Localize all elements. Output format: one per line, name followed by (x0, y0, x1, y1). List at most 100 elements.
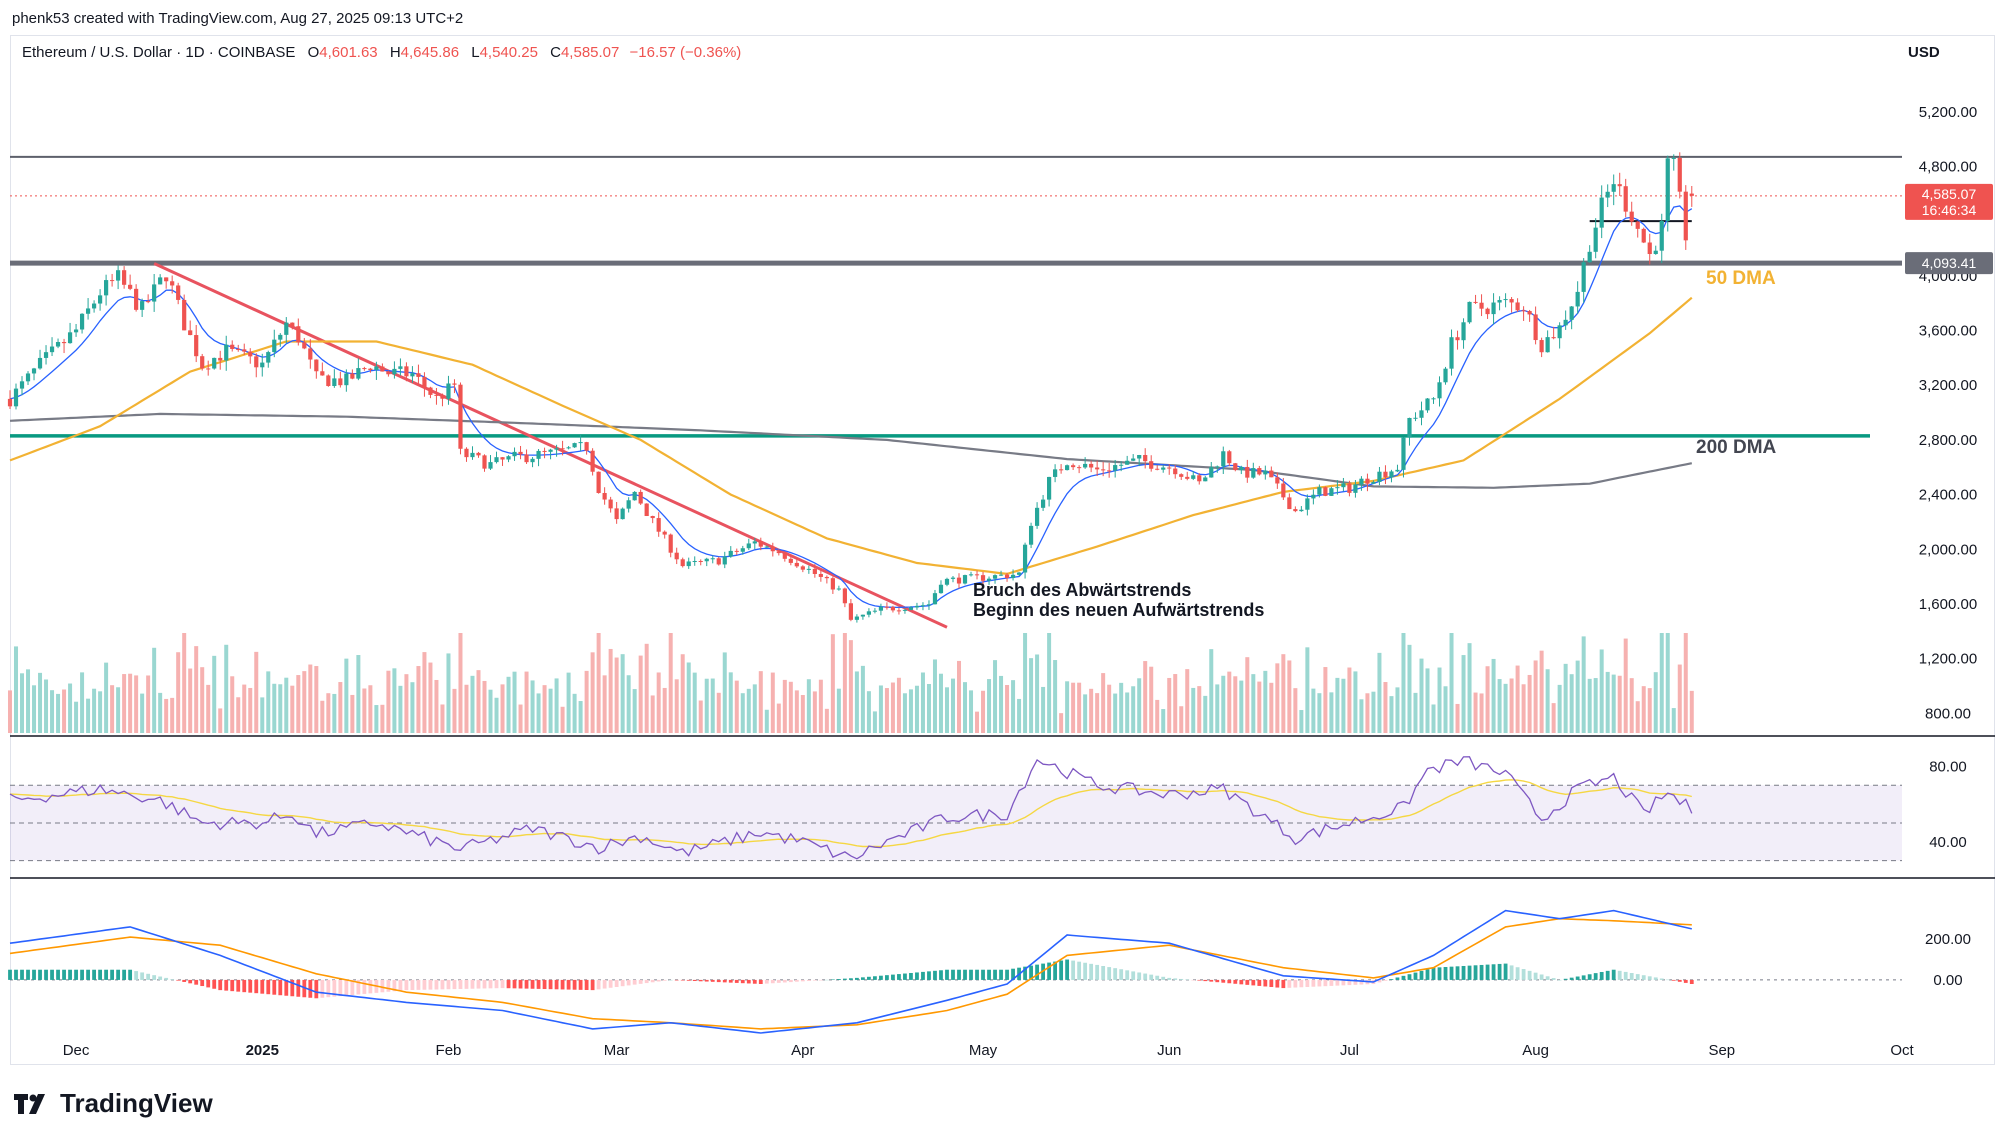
volume-bar (374, 705, 379, 733)
macd-histogram-bar (38, 969, 42, 980)
macd-histogram-bar (104, 969, 109, 980)
volume-bar (716, 692, 721, 733)
volume-bar (56, 693, 61, 733)
level-tag-value: 4,093.41 (1922, 255, 1977, 271)
macd-histogram-bar (945, 969, 949, 980)
macd-histogram-bar (1647, 976, 1652, 980)
candle-body (650, 516, 655, 519)
volume-bar (170, 697, 175, 733)
volume-bar (1101, 673, 1106, 733)
levels-layer (10, 155, 1902, 629)
macd-histogram-bar (1275, 979, 1280, 988)
candle-body (43, 352, 49, 358)
candle-body (980, 575, 986, 581)
macd-histogram-bar (1065, 959, 1070, 980)
macd-histogram-bar (1377, 979, 1382, 983)
price-tick-label: 3,600.00 (1919, 323, 1977, 340)
macd-histogram-bar (1575, 976, 1580, 980)
macd-histogram-bar (122, 969, 127, 980)
macd-histogram-bar (981, 969, 985, 980)
candle-body (1557, 325, 1562, 339)
volume-bar (1365, 693, 1370, 733)
volume-bar (494, 697, 499, 733)
volume-bar (1275, 663, 1280, 733)
volume-bar (1269, 682, 1274, 733)
candle-body (1149, 461, 1154, 469)
volume-bar (1137, 678, 1142, 733)
volume-bar (752, 684, 757, 733)
macd-histogram-bar (92, 969, 96, 980)
macd-histogram-bar (458, 979, 463, 989)
volume-bar (98, 691, 103, 733)
volume-bar (842, 633, 847, 733)
candle-body (1101, 469, 1106, 471)
volume-bar (1653, 672, 1658, 733)
macd-histogram-bar (182, 979, 187, 982)
low-label: L (471, 44, 480, 61)
volume-bar (728, 672, 733, 733)
currency-selector[interactable]: USD (1908, 44, 1940, 61)
candle-body (740, 548, 745, 552)
macd-histogram-bar (1131, 971, 1136, 980)
volume-bar (1005, 685, 1010, 733)
candle-body (272, 339, 277, 353)
macd-histogram-bar (500, 979, 505, 989)
candle-body (410, 373, 415, 377)
volume-bar (1569, 674, 1574, 733)
candle-body (1353, 484, 1358, 493)
macd-histogram-bar (8, 969, 12, 980)
candle-body (434, 394, 439, 396)
candle-body (716, 558, 721, 565)
volume-bar (488, 689, 493, 733)
candle-body (866, 611, 872, 615)
candle-body (614, 508, 619, 520)
time-tick-label: Dec (63, 1042, 90, 1059)
volume-bar (1179, 706, 1184, 733)
candle-body (1233, 463, 1238, 471)
volume-bar (860, 665, 865, 733)
candle-body (1425, 398, 1430, 411)
candle-body (79, 313, 85, 330)
volume-bar (218, 708, 223, 733)
candle-body (1503, 299, 1508, 301)
macd-histogram-bar (1191, 979, 1196, 981)
macd-histogram-bar (1155, 975, 1160, 980)
volume-bar (866, 691, 871, 733)
volume-bar (224, 644, 229, 733)
candle-body (392, 368, 397, 375)
candle-body (1197, 475, 1202, 482)
volume-bar (542, 685, 547, 733)
candle-body (518, 451, 523, 455)
macd-histogram-bar (356, 979, 361, 995)
candle-body (236, 348, 241, 350)
volume-bar (1287, 660, 1292, 733)
volume-bar (668, 633, 673, 733)
volume-bar (512, 671, 517, 733)
volume-bar (1665, 633, 1670, 733)
volume-bar (1425, 668, 1430, 733)
macd-histogram-bar (410, 979, 415, 990)
macd-tick-label: 200.00 (1925, 931, 1971, 948)
author-line: phenk53 created with TradingView.com, Au… (12, 10, 464, 27)
candle-body (878, 606, 884, 611)
candle-body (260, 362, 265, 368)
volume-bar (188, 668, 193, 733)
candle-body (152, 284, 157, 302)
volume-bar (1125, 692, 1130, 733)
macd-histogram-bar (230, 979, 235, 992)
macd-histogram-bar (1047, 962, 1051, 980)
candle-body (314, 359, 319, 372)
macd-histogram-bar (674, 979, 679, 981)
macd-histogram-bar (885, 975, 889, 980)
macd-line (9, 909, 1692, 1034)
volume-bar (80, 672, 85, 733)
volume-bar (1383, 682, 1388, 733)
candle-body (13, 388, 19, 407)
volume-bar (1449, 633, 1454, 733)
candle-body (488, 462, 493, 469)
candle-body (1113, 465, 1118, 471)
volume-bar (950, 678, 955, 733)
macd-histogram-bar (284, 979, 289, 996)
macd-histogram-bar (512, 979, 517, 989)
